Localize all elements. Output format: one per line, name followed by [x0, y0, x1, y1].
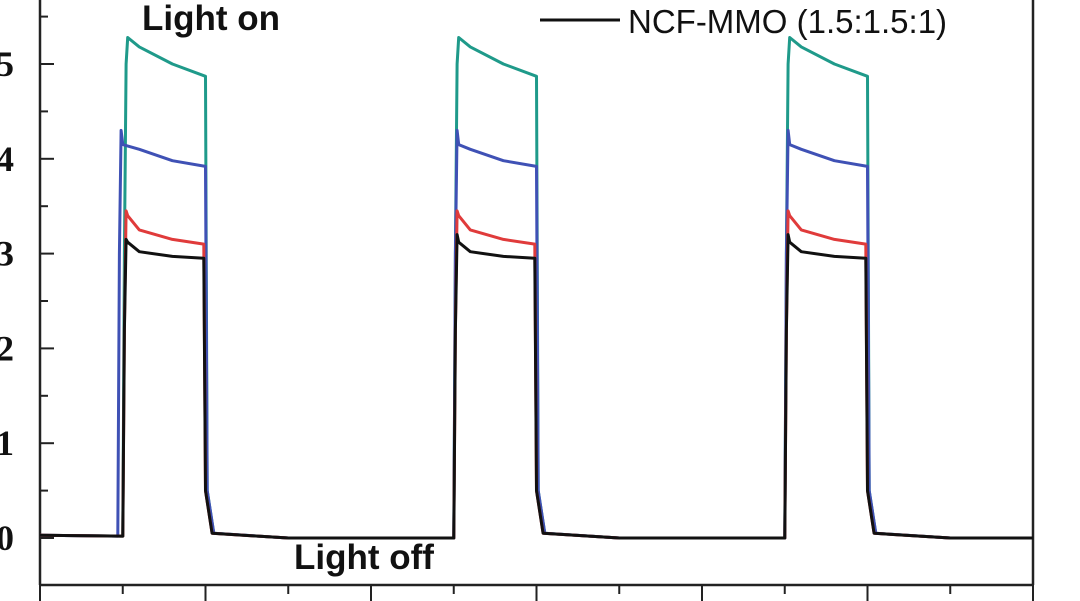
series-line-1	[39, 128, 1033, 540]
annotation-light-on: Light on	[142, 0, 280, 38]
legend-label-0: NCF-MMO (1.5:1.5:1)	[628, 3, 947, 40]
y-tick-label: 0	[0, 518, 14, 558]
y-tick-label: 5	[0, 44, 14, 84]
y-tick-label: 1	[0, 423, 14, 463]
legend: NCF-MMO (1.5:1.5:1)	[540, 3, 947, 40]
series-lines	[39, 36, 1033, 540]
series-line-0	[39, 36, 1033, 540]
y-tick-label: 3	[0, 234, 14, 274]
y-tick-label: 2	[0, 328, 14, 368]
series-line-3	[39, 233, 1033, 540]
y-tick-label: 4	[0, 139, 14, 179]
series-line-2	[39, 209, 1033, 540]
annotation-light-off: Light off	[294, 538, 434, 577]
axes: 0 1 2 3 4 5	[0, 0, 1035, 601]
